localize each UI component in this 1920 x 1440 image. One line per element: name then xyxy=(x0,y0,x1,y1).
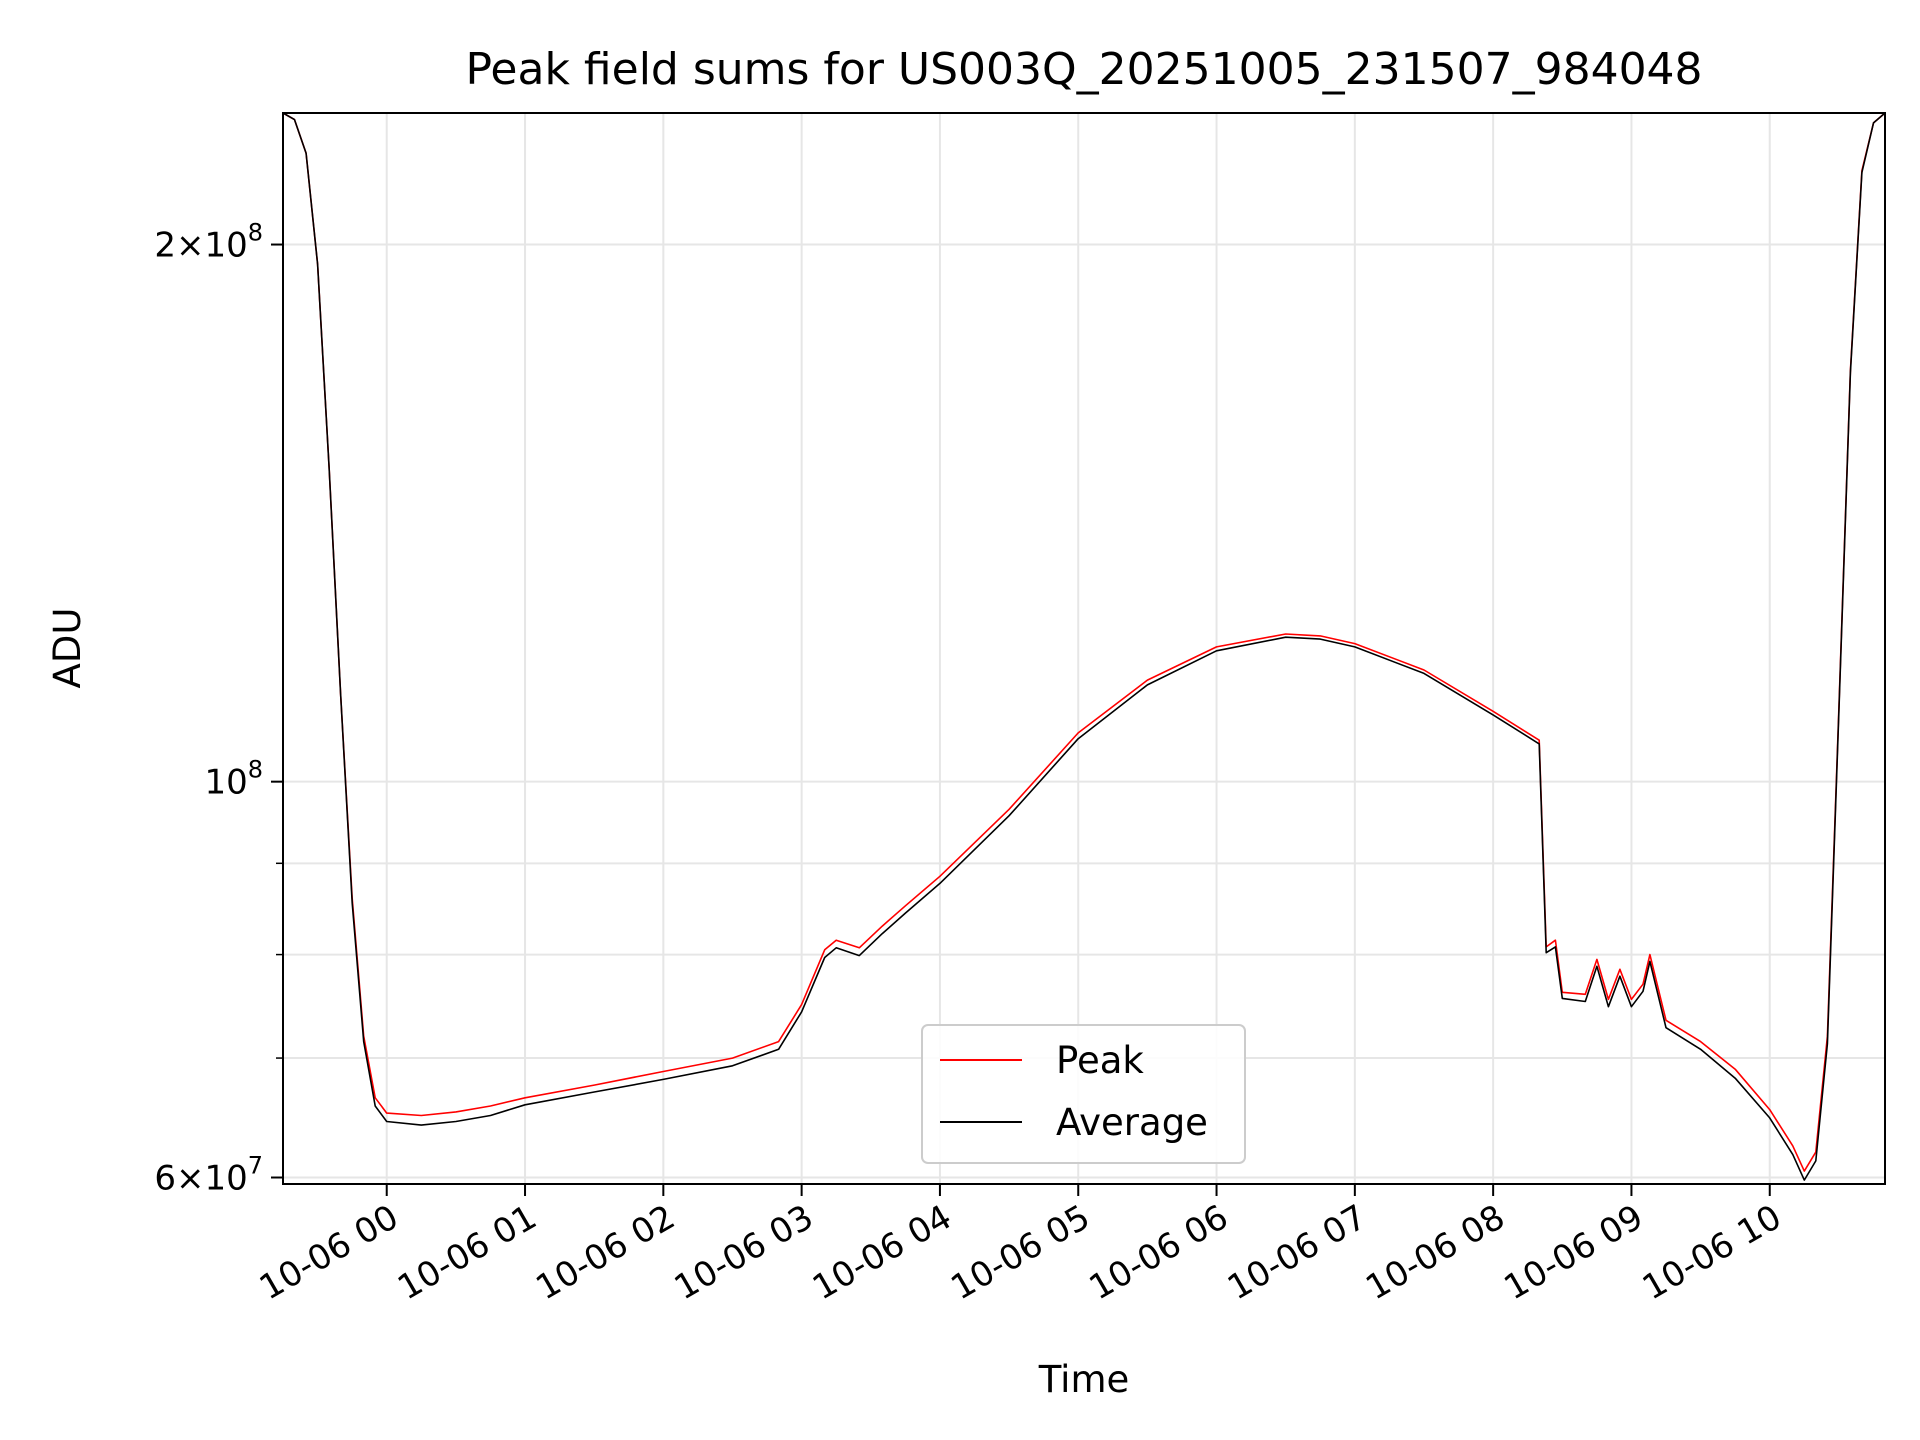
x-tick-label: 10-06 01 xyxy=(391,1197,543,1308)
series-line-average xyxy=(282,112,1886,1181)
x-tick-label: 10-06 07 xyxy=(1221,1197,1373,1308)
y-tick-times: × xyxy=(176,226,205,266)
y-tick-exponent: 8 xyxy=(248,219,263,247)
x-tick-label: 10-06 00 xyxy=(253,1197,405,1308)
y-tick-exponent: 7 xyxy=(248,1152,263,1180)
legend-label-average: Average xyxy=(1056,1101,1208,1144)
x-tick-label: 10-06 10 xyxy=(1636,1197,1788,1308)
plot-frame xyxy=(282,112,1886,1185)
y-tick-base: 10 xyxy=(204,763,247,803)
x-tick-label: 10-06 06 xyxy=(1083,1197,1235,1308)
x-tick-label: 10-06 05 xyxy=(944,1197,1096,1308)
x-tick-label: 10-06 08 xyxy=(1359,1197,1511,1308)
y-tick-label: 6×107 xyxy=(154,1152,263,1199)
series-layer xyxy=(282,112,1886,1181)
x-tick-label: 10-06 04 xyxy=(806,1197,958,1308)
y-tick-label: 108 xyxy=(204,756,263,803)
y-axis-label: ADU xyxy=(46,608,89,689)
y-tick-base: 10 xyxy=(204,1159,247,1199)
y-tick-base: 10 xyxy=(204,226,247,266)
y-tick-times: × xyxy=(176,1159,205,1199)
x-tick-label: 10-06 09 xyxy=(1498,1197,1650,1308)
x-tick-label: 10-06 02 xyxy=(529,1197,681,1308)
y-tick-mantissa: 2 xyxy=(154,226,176,266)
x-axis-label: Time xyxy=(1038,1358,1130,1401)
y-tick-exponent: 8 xyxy=(248,756,263,784)
x-tick-label: 10-06 03 xyxy=(668,1197,820,1308)
series-line-peak xyxy=(282,112,1886,1172)
legend: Peak Average xyxy=(921,1024,1246,1164)
legend-label-peak: Peak xyxy=(1056,1039,1144,1082)
grid xyxy=(283,113,1885,1184)
y-tick-mantissa: 6 xyxy=(154,1159,176,1199)
chart-title: Peak field sums for US003Q_20251005_2315… xyxy=(465,44,1702,95)
y-tick-label: 2×108 xyxy=(154,219,263,266)
